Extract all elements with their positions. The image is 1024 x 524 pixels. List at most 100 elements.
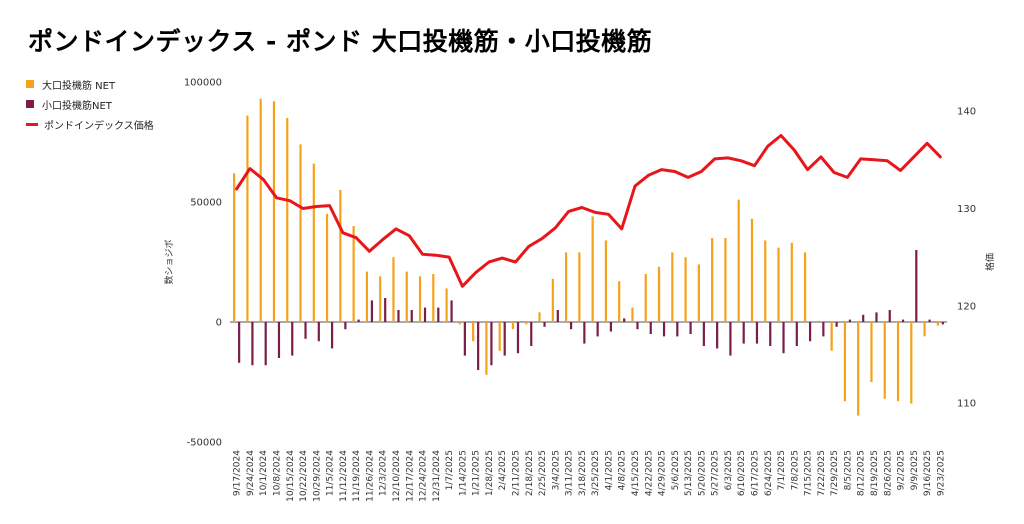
- bar-large-speculators: [817, 320, 820, 322]
- bar-large-speculators: [604, 240, 608, 322]
- bar-small-speculators: [636, 322, 639, 330]
- x-tick-label: 10/8/2024: [273, 450, 283, 496]
- x-tick-label: 10/29/2024: [312, 450, 322, 502]
- x-tick-label: 8/12/2025: [857, 450, 867, 496]
- bar-large-speculators: [697, 264, 700, 322]
- bar-small-speculators: [596, 322, 599, 337]
- bar-large-speculators: [671, 252, 674, 322]
- x-tick-label: 7/29/2025: [830, 450, 840, 496]
- left-tick-label: -50000: [187, 438, 222, 449]
- x-tick-label: 5/20/2025: [697, 450, 707, 496]
- bar-small-speculators: [795, 322, 798, 346]
- x-tick-label: 4/1/2025: [604, 450, 614, 490]
- bar-large-speculators: [365, 271, 369, 322]
- x-tick-label: 12/31/2024: [432, 450, 442, 502]
- x-tick-label: 2/25/2025: [538, 450, 548, 496]
- bar-small-speculators: [503, 322, 506, 356]
- x-tick-label: 5/13/2025: [684, 450, 694, 496]
- right-tick-label: 130: [957, 204, 976, 215]
- x-tick-label: 3/18/2025: [578, 450, 588, 496]
- bar-large-speculators: [684, 257, 687, 322]
- bar-small-speculators: [848, 319, 852, 322]
- bar-large-speculators: [750, 218, 754, 322]
- right-axis-title: 格価: [984, 253, 996, 271]
- x-tick-label: 10/1/2024: [259, 450, 269, 496]
- bar-large-speculators: [618, 281, 621, 322]
- x-tick-label: 12/10/2024: [392, 450, 402, 502]
- bar-large-speculators: [299, 144, 302, 322]
- legend-swatch-large-speculators: [26, 80, 34, 88]
- x-tick-label: 8/26/2025: [883, 450, 893, 496]
- bar-large-speculators: [538, 312, 541, 322]
- x-tick-label: 11/19/2024: [352, 450, 362, 502]
- bar-small-speculators: [569, 322, 573, 330]
- x-tick-label: 12/24/2024: [419, 450, 429, 502]
- left-tick-label: 100000: [184, 78, 222, 89]
- bar-small-speculators: [450, 300, 453, 322]
- bar-small-speculators: [516, 322, 520, 354]
- bar-small-speculators: [543, 322, 546, 327]
- bar-small-speculators: [662, 322, 666, 337]
- x-tick-label: 5/27/2025: [711, 450, 721, 496]
- bar-large-speculators: [472, 322, 475, 342]
- bar-small-speculators: [649, 322, 652, 334]
- x-tick-label: 9/2/2025: [897, 450, 907, 490]
- bar-small-speculators: [384, 298, 387, 322]
- bar-large-speculators: [551, 278, 554, 322]
- left-tick-label: 0: [216, 318, 222, 329]
- bar-small-speculators: [742, 322, 745, 344]
- bar-small-speculators: [941, 322, 944, 325]
- bar-large-speculators: [830, 322, 833, 351]
- bar-large-speculators: [631, 307, 634, 322]
- bar-small-speculators: [370, 300, 374, 322]
- price-line-path: [235, 134, 942, 288]
- bar-small-speculators: [676, 322, 679, 337]
- bar-small-speculators: [808, 322, 812, 342]
- bar-large-speculators: [896, 322, 900, 402]
- price-line: [235, 134, 942, 288]
- bar-small-speculators: [689, 322, 692, 334]
- bar-small-speculators: [609, 322, 613, 332]
- x-tick-label: 1/21/2025: [472, 450, 482, 496]
- x-tick-label: 7/15/2025: [804, 450, 814, 496]
- bar-small-speculators: [755, 322, 759, 344]
- x-tick-label: 10/22/2024: [299, 450, 309, 502]
- x-tick-label: 6/24/2025: [764, 450, 774, 496]
- bar-large-speculators: [564, 252, 568, 322]
- x-tick-label: 9/24/2024: [246, 450, 256, 496]
- bar-large-speculators: [525, 322, 528, 325]
- bar-small-speculators: [277, 322, 281, 358]
- bar-large-speculators: [445, 288, 448, 322]
- bar-large-speculators: [405, 271, 408, 322]
- x-tick-label: 4/15/2025: [631, 450, 641, 496]
- bar-large-speculators: [764, 240, 767, 322]
- bar-large-speculators: [233, 173, 236, 322]
- bar-large-speculators: [392, 257, 395, 322]
- bar-small-speculators: [317, 322, 320, 342]
- x-tick-label: 12/17/2024: [405, 450, 415, 502]
- bar-small-speculators: [835, 322, 838, 327]
- x-tick-label: 6/10/2025: [737, 450, 747, 496]
- bar-small-speculators: [702, 322, 705, 346]
- bar-large-speculators: [737, 199, 740, 322]
- right-tick-label: 110: [957, 399, 976, 410]
- x-tick-label: 2/18/2025: [525, 450, 535, 496]
- bar-large-speculators: [657, 266, 661, 322]
- bar-large-speculators: [843, 322, 847, 402]
- bar-small-speculators: [344, 322, 347, 330]
- x-tick-label: 6/3/2025: [724, 450, 734, 490]
- x-tick-label: 1/7/2025: [445, 450, 455, 490]
- bar-small-speculators: [822, 322, 825, 337]
- bar-small-speculators: [556, 310, 559, 322]
- x-tick-label: 2/11/2025: [512, 450, 522, 496]
- bar-large-speculators: [325, 214, 329, 322]
- bar-large-speculators: [418, 276, 422, 322]
- bar-small-speculators: [357, 319, 360, 322]
- bar-large-speculators: [498, 322, 501, 351]
- bar-large-speculators: [485, 322, 488, 375]
- bar-large-speculators: [591, 216, 594, 322]
- axes: -50000 0 50000 100000 110 120 130 140 数ショジボ 格価 9/1…: [163, 78, 996, 502]
- bar-small-speculators: [888, 310, 891, 322]
- x-tick-label: 1/14/2025: [458, 450, 468, 496]
- x-tick-label: 4/22/2025: [644, 450, 654, 496]
